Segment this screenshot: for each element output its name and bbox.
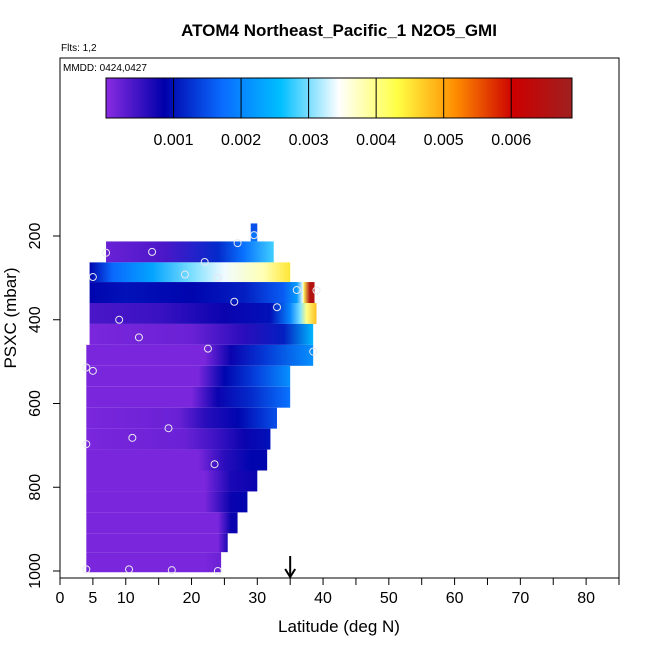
- observation-point: [128, 433, 137, 442]
- colorbar-tick-label: 0.001: [154, 132, 194, 149]
- x-tick-label: 60: [446, 590, 464, 607]
- latitude-marker-arrow: [284, 556, 297, 579]
- observation-point: [309, 347, 318, 356]
- heatmap-cell: [89, 323, 314, 345]
- heatmap-cell: [86, 470, 258, 492]
- observation-point: [233, 239, 242, 248]
- y-tick-label: 200: [27, 223, 44, 250]
- y-tick-label: 1000: [27, 553, 44, 589]
- dates-note: MMDD: 0424,0427: [63, 63, 147, 74]
- observation-point: [230, 297, 239, 306]
- colorbar-tick-label: 0.006: [491, 132, 531, 149]
- arrow-head: [284, 568, 297, 579]
- y-tick-label: 600: [27, 390, 44, 417]
- observation-point: [134, 333, 143, 342]
- y-tick-label: 400: [27, 306, 44, 333]
- heatmap-cell: [86, 428, 271, 450]
- colorbar-tick-label: 0.002: [221, 132, 261, 149]
- observation-point: [88, 366, 97, 375]
- heatmap-cell: [86, 449, 268, 471]
- heatmap-cell: [86, 365, 291, 387]
- x-tick-label: 0: [56, 590, 65, 607]
- y-axis: 200 400 600 800 1000: [27, 223, 60, 589]
- heatmap-layer: [86, 223, 317, 573]
- heatmap-cell: [86, 407, 278, 429]
- x-tick-label: 30: [248, 590, 266, 607]
- heatmap-cell: [89, 262, 291, 283]
- colorbar-gradient: [105, 77, 573, 119]
- x-tick-label: 5: [88, 590, 97, 607]
- observation-point: [213, 273, 222, 282]
- heatmap-cell: [86, 491, 248, 513]
- observation-point: [125, 565, 134, 574]
- observation-point: [164, 424, 173, 433]
- observation-point: [213, 567, 222, 575]
- observation-point: [200, 257, 209, 266]
- heatmap-cell: [86, 512, 238, 534]
- plot-frame: [59, 57, 620, 579]
- heatmap-cell: [89, 282, 304, 303]
- flights-note: Flts: 1,2: [61, 43, 97, 54]
- observation-point: [88, 273, 97, 282]
- heatmap-cell: [106, 241, 274, 263]
- x-axis: 0 5 10 20 30 40 50 60 70 80: [56, 578, 620, 607]
- observation-point: [82, 363, 91, 372]
- observation-points: [82, 231, 321, 575]
- observation-point: [210, 460, 219, 469]
- observation-point: [102, 248, 111, 257]
- x-tick-label: 10: [117, 590, 135, 607]
- heatmap-cell: [89, 303, 317, 324]
- observation-point: [180, 270, 189, 279]
- heatmap-cell: [86, 344, 314, 366]
- observation-point: [82, 565, 91, 574]
- heatmap-cell: [250, 223, 258, 232]
- x-tick-label: 70: [511, 590, 529, 607]
- colorbar-tick-label: 0.005: [424, 132, 464, 149]
- x-tick-label: 40: [314, 590, 332, 607]
- observation-point: [167, 566, 176, 575]
- observation-point: [250, 231, 259, 240]
- colorbar: 0.001 0.002 0.003 0.004 0.005 0.006: [105, 77, 573, 149]
- y-axis-label: PSXC (mbar): [1, 267, 20, 368]
- observation-point: [203, 344, 212, 353]
- x-axis-label: Latitude (deg N): [278, 617, 400, 636]
- observation-point: [273, 303, 282, 312]
- x-tick-label: 20: [183, 590, 201, 607]
- colorbar-tick-label: 0.004: [356, 132, 396, 149]
- observation-point: [115, 315, 124, 324]
- heatmap-cell: [86, 533, 228, 553]
- x-tick-label: 50: [380, 590, 398, 607]
- observation-point: [292, 286, 301, 295]
- y-tick-label: 800: [27, 474, 44, 501]
- heatmap-cell: [86, 386, 291, 408]
- observation-point: [82, 440, 91, 449]
- heatmap-cell: [303, 282, 315, 303]
- observation-point: [148, 247, 157, 256]
- x-tick-label: 80: [577, 590, 595, 607]
- heatmap-cell: [86, 552, 222, 573]
- colorbar-tick-label: 0.003: [289, 132, 329, 149]
- heatmap-cell: [250, 231, 258, 242]
- chart-title: ATOM4 Northeast_Pacific_1 N2O5_GMI: [181, 21, 497, 40]
- observation-point: [312, 286, 321, 295]
